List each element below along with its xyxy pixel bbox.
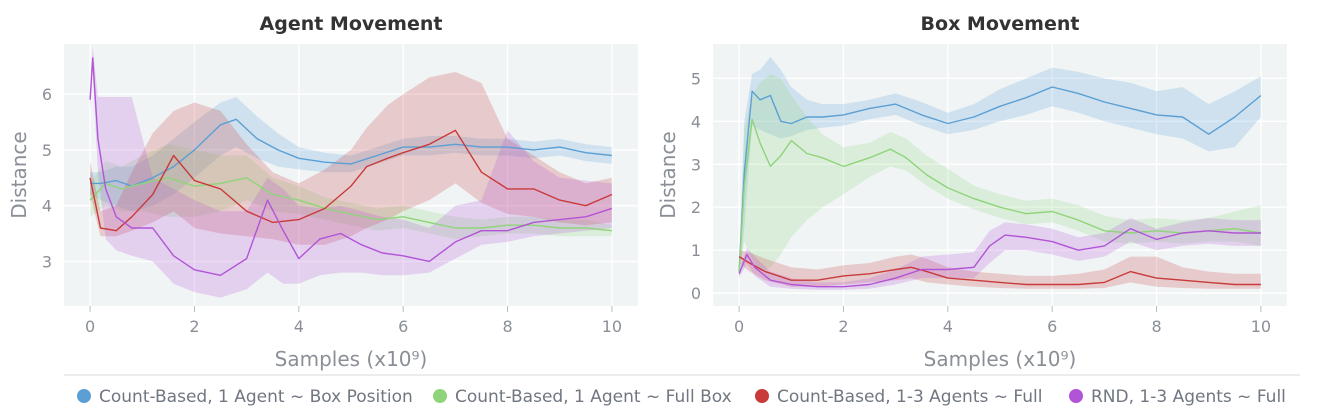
plot-area [713, 44, 1287, 306]
chart-title: Box Movement [921, 13, 1080, 35]
legend: Count-Based, 1 Agent ~ Box Position Count… [77, 387, 1286, 407]
y-axis-label: Distance [656, 131, 680, 218]
y-tick-label: 4 [42, 197, 52, 216]
agent-movement-panel: Agent Movement 0 2 4 6 8 10 3 4 5 6 Samples (x10… [7, 13, 638, 371]
x-tick-label: 8 [502, 317, 512, 336]
legend-label: Count-Based, 1 Agent ~ Full Box [455, 387, 732, 407]
x-tick-label: 6 [1047, 317, 1057, 336]
line-count-based-1-agent-box-position [738, 86, 1262, 272]
y-tick-label: 0 [691, 284, 701, 303]
legend-marker-count-based-1-3-agents-full [755, 389, 769, 403]
legend-marker-count-based-1-agent-box-position [77, 389, 91, 403]
y-tick-label: 2 [691, 198, 701, 217]
band-count-based-1-agent-box-position [739, 56, 1261, 276]
line-rnd-1-3-agents-full [738, 227, 1261, 288]
x-tick-label: 0 [85, 317, 95, 336]
x-tick-label: 2 [838, 317, 848, 336]
y-ticks: 0 1 2 3 4 5 [691, 69, 701, 303]
grid [64, 44, 638, 306]
x-tick-label: 10 [602, 317, 622, 336]
confidence-bands [739, 56, 1261, 290]
x-tick-label: 8 [1151, 317, 1161, 336]
y-ticks: 3 4 5 6 [42, 85, 52, 271]
series-lines [738, 86, 1262, 288]
y-tick-label: 5 [691, 69, 701, 88]
line-count-based-1-agent-box-position [90, 118, 612, 187]
line-count-based-1-agent-full-box [738, 118, 1262, 272]
x-tick-label: 4 [943, 317, 953, 336]
band-rnd-1-3-agents-full [739, 218, 1261, 290]
line-count-based-1-3-agents-full [738, 256, 1261, 286]
box-movement-panel: Box Movement 0 2 4 6 8 10 0 1 2 3 4 5 Samples (x10… [656, 13, 1287, 371]
series-lines [89, 57, 613, 276]
chart-title: Agent Movement [260, 13, 443, 35]
y-axis-label: Distance [7, 131, 31, 218]
x-ticks: 0 2 4 6 8 10 [734, 306, 1271, 336]
x-tick-label: 0 [734, 317, 744, 336]
y-tick-label: 3 [42, 252, 52, 271]
x-tick-label: 6 [398, 317, 408, 336]
legend-label: Count-Based, 1-3 Agents ~ Full [777, 387, 1042, 407]
band-count-based-1-3-agents-full [90, 71, 612, 245]
legend-marker-count-based-1-agent-full-box [433, 389, 447, 403]
x-tick-label: 10 [1251, 317, 1271, 336]
y-tick-label: 6 [42, 85, 52, 104]
band-count-based-1-agent-full-box [90, 144, 612, 240]
x-axis-label: Samples (x10⁹) [924, 347, 1077, 371]
x-ticks: 0 2 4 6 8 10 [85, 306, 622, 336]
y-tick-label: 5 [42, 141, 52, 160]
band-count-based-1-agent-full-box [739, 74, 1261, 276]
y-tick-label: 1 [691, 241, 701, 260]
line-count-based-1-3-agents-full [89, 129, 613, 232]
line-count-based-1-agent-full-box [89, 177, 612, 232]
x-tick-label: 4 [294, 317, 304, 336]
band-count-based-1-3-agents-full [739, 250, 1261, 289]
x-tick-label: 2 [189, 317, 199, 336]
legend-label: Count-Based, 1 Agent ~ Box Position [99, 387, 413, 407]
legend-label: RND, 1-3 Agents ~ Full [1091, 387, 1286, 407]
band-rnd-1-3-agents-full [90, 46, 612, 298]
x-axis-label: Samples (x10⁹) [275, 347, 428, 371]
y-tick-label: 3 [691, 155, 701, 174]
grid [713, 44, 1287, 306]
line-rnd-1-3-agents-full [89, 57, 613, 276]
y-tick-label: 4 [691, 112, 701, 131]
legend-marker-rnd-1-3-agents-full [1069, 389, 1083, 403]
plot-area [64, 44, 638, 306]
